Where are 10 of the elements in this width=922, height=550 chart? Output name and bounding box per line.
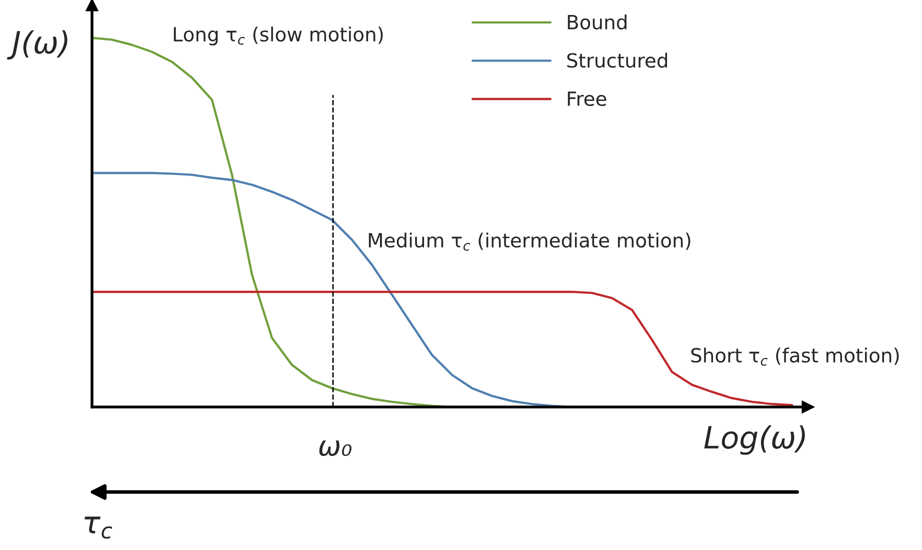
annotation: Long τ$_{c}$ (slow motion): [174, 26, 383, 46]
annotation: Medium τ$_{c}$ (intermediate motion): [368, 232, 690, 251]
legend-label: Bound: [568, 14, 626, 30]
text: τ$_{c}$: [84, 516, 112, 539]
x-axis-title: Log(ω): [704, 425, 805, 455]
legend-label: Free: [568, 92, 606, 106]
annotation: Short τ$_{c}$ (fast motion): [691, 348, 899, 366]
y-axis-title: J(ω): [6, 30, 68, 60]
text: ω₀: [319, 440, 352, 456]
legend-label: Structured: [567, 52, 668, 68]
